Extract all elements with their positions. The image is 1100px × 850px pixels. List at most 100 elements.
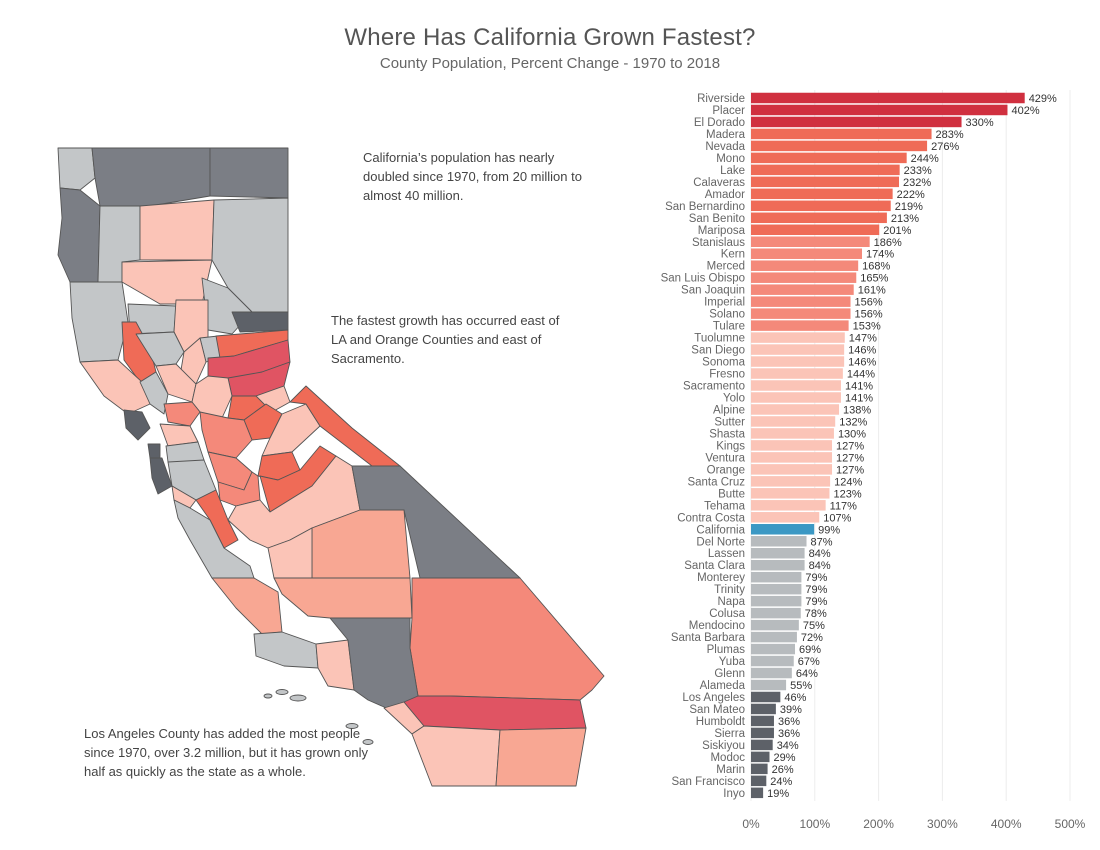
category-label: Santa Clara: [684, 560, 745, 572]
bar-california: [751, 524, 815, 535]
category-label: Contra Costa: [677, 512, 745, 524]
value-label: 141%: [845, 392, 873, 404]
bar-tuolumne: [751, 332, 845, 343]
bar-imperial: [751, 296, 851, 307]
value-label: 213%: [891, 213, 919, 225]
bar-san-joaquin: [751, 284, 854, 295]
category-label: San Francisco: [671, 776, 745, 788]
category-label: Yolo: [723, 392, 745, 404]
x-tick-label: 500%: [1055, 817, 1086, 831]
category-label: Del Norte: [696, 536, 745, 548]
bar-sutter: [751, 416, 836, 427]
category-label: El Dorado: [694, 117, 745, 129]
value-label: 429%: [1029, 93, 1057, 105]
category-label: Sonoma: [702, 357, 745, 369]
value-label: 84%: [809, 560, 831, 572]
value-label: 141%: [845, 381, 873, 393]
x-tick-label: 0%: [742, 817, 760, 831]
category-label: Humboldt: [696, 716, 746, 728]
value-label: 99%: [818, 524, 840, 536]
category-label: Santa Barbara: [671, 632, 746, 644]
category-label: Plumas: [707, 644, 746, 656]
value-label: 107%: [823, 512, 851, 524]
map-county-san-mateo: [149, 457, 173, 495]
value-label: 156%: [855, 309, 883, 321]
category-label: Yuba: [719, 656, 746, 668]
bar-alpine: [751, 404, 840, 415]
category-label: Sacramento: [683, 381, 745, 393]
value-label: 146%: [848, 345, 876, 357]
category-label: Tuolumne: [694, 333, 745, 345]
bar-shasta: [751, 428, 834, 439]
value-label: 67%: [798, 656, 820, 668]
value-label: 186%: [874, 237, 902, 249]
annotation-fastest-growth: The fastest growth has occurred east of …: [331, 313, 560, 366]
annotation-population-doubled: California’s population has nearly doubl…: [363, 150, 582, 203]
category-label: San Bernardino: [665, 201, 745, 213]
map-channel-island: [362, 739, 374, 745]
chart-bars: [751, 92, 1025, 799]
california-county-map: [57, 147, 605, 787]
value-label: 165%: [860, 273, 888, 285]
value-label: 201%: [883, 225, 911, 237]
category-label: Modoc: [710, 752, 745, 764]
value-label: 330%: [966, 117, 994, 129]
map-county-kings: [267, 527, 313, 579]
category-label: Butte: [718, 488, 745, 500]
value-label: 29%: [774, 752, 796, 764]
category-label: Siskiyou: [702, 740, 745, 752]
value-label: 127%: [836, 440, 864, 452]
map-channel-island: [345, 723, 359, 729]
bar-amador: [751, 188, 893, 200]
bar-siskiyou: [751, 739, 773, 751]
value-label: 244%: [911, 153, 939, 165]
bar-fresno: [751, 368, 843, 379]
bar-los-angeles: [751, 691, 781, 703]
bar-yuba: [751, 655, 794, 667]
value-label: 36%: [778, 716, 800, 728]
bar-glenn: [751, 667, 792, 679]
value-label: 153%: [853, 321, 881, 333]
category-label: San Benito: [689, 213, 745, 225]
category-label: Mariposa: [698, 225, 746, 237]
x-tick-label: 100%: [799, 817, 830, 831]
value-label: 39%: [780, 704, 802, 716]
bar-placer: [751, 104, 1008, 116]
category-label: Merced: [707, 261, 745, 273]
category-label: San Mateo: [689, 704, 745, 716]
annotation-los-angeles: Los Angeles County has added the most pe…: [84, 726, 368, 779]
bar-san-luis-obispo: [751, 272, 857, 283]
bar-calaveras: [751, 176, 900, 188]
category-label: Tehama: [704, 500, 746, 512]
category-label: Lake: [720, 165, 745, 177]
value-label: 36%: [778, 728, 800, 740]
bar-madera: [751, 128, 932, 140]
category-label: Tulare: [713, 321, 745, 333]
value-label: 123%: [833, 488, 861, 500]
value-label: 147%: [849, 333, 877, 345]
value-label: 283%: [936, 129, 964, 141]
map-channel-island: [275, 689, 289, 695]
chart-title: Where Has California Grown Fastest?: [344, 24, 756, 51]
map-county-marin: [123, 409, 151, 441]
category-label: Madera: [706, 129, 746, 141]
category-label: Riverside: [697, 93, 745, 105]
category-label: Shasta: [709, 428, 745, 440]
bar-orange: [751, 464, 833, 475]
bar-lassen: [751, 547, 805, 559]
bar-el-dorado: [751, 116, 962, 128]
category-label: Alameda: [700, 680, 746, 692]
value-label: 402%: [1011, 105, 1039, 117]
category-label: Nevada: [705, 141, 745, 153]
value-label: 232%: [903, 177, 931, 189]
bar-trinity: [751, 583, 802, 595]
category-label: Los Angeles: [682, 692, 745, 704]
bar-sonoma: [751, 356, 845, 367]
bar-san-francisco: [751, 775, 767, 787]
value-label: 127%: [836, 464, 864, 476]
bar-riverside: [751, 92, 1025, 104]
bar-contra-costa: [751, 512, 820, 523]
bar-san-benito: [751, 212, 887, 224]
bar-san-diego: [751, 344, 845, 355]
value-label: 34%: [777, 740, 799, 752]
